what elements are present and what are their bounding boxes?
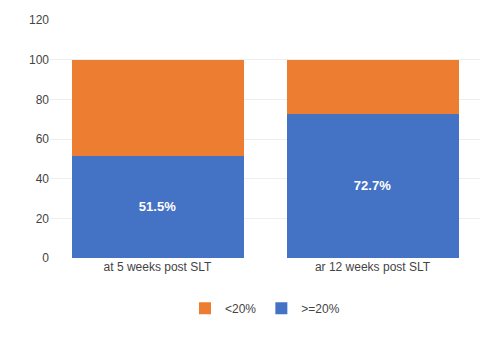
svg-text:60: 60 [36, 132, 50, 146]
svg-text:0: 0 [42, 251, 49, 265]
svg-text:<20%: <20% [225, 302, 256, 316]
svg-text:>=20%: >=20% [301, 302, 339, 316]
svg-text:100: 100 [29, 53, 49, 67]
svg-text:51.5%: 51.5% [139, 199, 176, 214]
svg-text:20: 20 [36, 212, 50, 226]
svg-text:120: 120 [29, 13, 49, 27]
svg-text:at 5 weeks post SLT: at 5 weeks post SLT [104, 260, 213, 274]
svg-text:72.7%: 72.7% [354, 178, 391, 193]
svg-text:ar 12 weeks post SLT: ar 12 weeks post SLT [315, 260, 431, 274]
svg-text:40: 40 [36, 172, 50, 186]
svg-text:80: 80 [36, 93, 50, 107]
